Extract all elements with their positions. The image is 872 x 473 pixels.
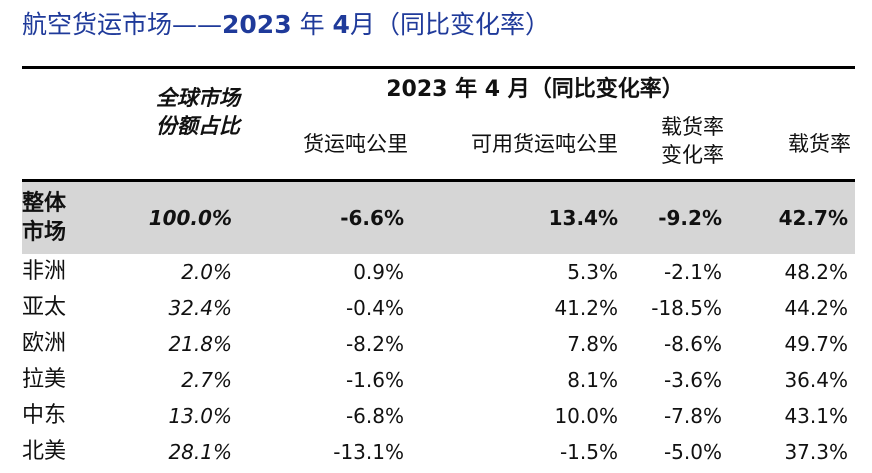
table-row: 拉美 2.7% -1.6% 8.1% -3.6% 36.4% [22, 362, 855, 398]
row-lf: 43.1% [784, 404, 848, 428]
title-suffix: 月（同比变化率） [349, 10, 550, 39]
header-load-factor: 载货率 [788, 132, 851, 156]
overall-lf: 42.7% [778, 206, 848, 230]
table-row: 亚太 32.4% -0.4% 41.2% -18.5% 44.2% [22, 290, 855, 326]
row-lf: 48.2% [784, 260, 848, 284]
table-row: 中东 13.0% -6.8% 10.0% -7.8% 43.1% [22, 398, 855, 434]
row-actk: 10.0% [554, 404, 618, 428]
row-share: 32.4% [168, 296, 232, 320]
row-ctk: -8.2% [345, 332, 404, 356]
page-title: 航空货运市场——2023 年 4月（同比变化率） [22, 6, 550, 44]
table-row-overall: 整体 市场 100.0% -6.6% 13.4% -9.2% 42.7% [22, 182, 855, 254]
row-ctk: -6.8% [345, 404, 404, 428]
overall-ctk: -6.6% [340, 206, 404, 230]
header-load-factor-change: 载货率 变化率 [632, 113, 724, 169]
table-top-rule [22, 66, 855, 69]
row-share: 21.8% [168, 332, 232, 356]
row-lf: 36.4% [784, 368, 848, 392]
row-actk: -1.5% [559, 440, 618, 464]
row-lf-change: -8.6% [663, 332, 722, 356]
row-region: 亚太 [22, 295, 67, 320]
header-bottom-rule [22, 179, 855, 182]
overall-actk: 13.4% [548, 206, 618, 230]
overall-lf-change: -9.2% [658, 206, 722, 230]
overall-region-label: 整体 市场 [22, 189, 112, 247]
title-prefix: 航空货运市场—— [22, 10, 223, 39]
row-actk: 5.3% [567, 260, 618, 284]
table-row: 欧洲 21.8% -8.2% 7.8% -8.6% 49.7% [22, 326, 855, 362]
row-ctk: -13.1% [333, 440, 404, 464]
header-market-share: 全球市场 份额占比 [122, 84, 240, 140]
row-share: 2.7% [181, 368, 232, 392]
header-market-share-line2: 份额占比 [156, 114, 240, 138]
overall-region-line1: 整体 [22, 191, 67, 216]
row-region: 北美 [22, 439, 67, 464]
row-ctk: 0.9% [353, 260, 404, 284]
row-region: 欧洲 [22, 331, 67, 356]
header-group-title: 2023 年 4 月（同比变化率） [386, 77, 684, 102]
row-region: 非洲 [22, 259, 67, 284]
row-lf-change: -18.5% [651, 296, 722, 320]
title-year-unit: 年 [299, 10, 325, 39]
row-lf-change: -5.0% [663, 440, 722, 464]
row-ctk: -1.6% [345, 368, 404, 392]
row-lf-change: -7.8% [663, 404, 722, 428]
row-lf: 49.7% [784, 332, 848, 356]
row-actk: 8.1% [567, 368, 618, 392]
row-lf: 44.2% [784, 296, 848, 320]
overall-row-background [22, 182, 855, 254]
row-ctk: -0.4% [345, 296, 404, 320]
header-load-factor-change-line1: 载货率 [661, 115, 724, 139]
header-actk: 可用货运吨公里 [471, 132, 618, 156]
row-actk: 41.2% [554, 296, 618, 320]
table-row: 非洲 2.0% 0.9% 5.3% -2.1% 48.2% [22, 254, 855, 290]
header-market-share-line1: 全球市场 [156, 86, 240, 110]
row-lf-change: -2.1% [663, 260, 722, 284]
row-share: 2.0% [181, 260, 232, 284]
table-row: 北美 28.1% -13.1% -1.5% -5.0% 37.3% [22, 434, 855, 470]
title-month: 4 [332, 10, 350, 39]
row-region: 拉美 [22, 367, 67, 392]
row-lf: 37.3% [784, 440, 848, 464]
overall-region-line2: 市场 [22, 220, 67, 245]
header-ctk: 货运吨公里 [303, 132, 408, 156]
overall-share: 100.0% [148, 206, 232, 230]
row-region: 中东 [22, 403, 67, 428]
header-load-factor-change-line2: 变化率 [661, 143, 724, 167]
row-actk: 7.8% [567, 332, 618, 356]
row-share: 13.0% [168, 404, 232, 428]
row-share: 28.1% [168, 440, 232, 464]
row-lf-change: -3.6% [663, 368, 722, 392]
title-year: 2023 [222, 10, 292, 39]
